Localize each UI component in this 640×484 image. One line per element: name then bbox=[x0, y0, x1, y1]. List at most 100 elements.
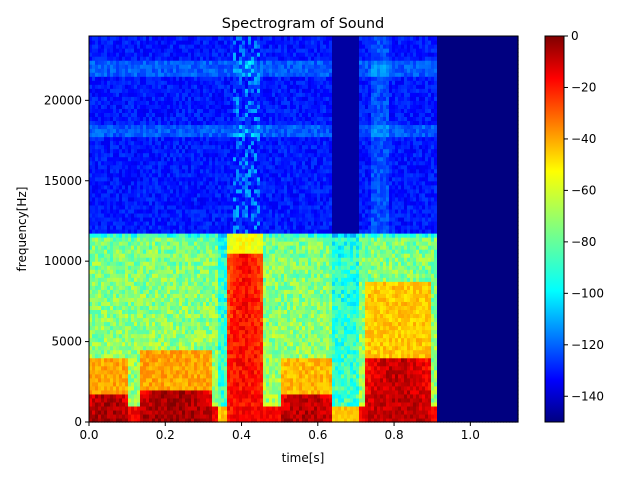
heatmap-cell bbox=[215, 80, 219, 85]
heatmap-cell bbox=[119, 216, 123, 222]
heatmap-cell bbox=[158, 297, 162, 302]
heatmap-cell bbox=[143, 353, 147, 359]
heatmap-cell bbox=[194, 293, 198, 298]
heatmap-cell bbox=[230, 188, 234, 194]
heatmap-cell bbox=[134, 212, 138, 218]
heatmap-cell bbox=[89, 241, 93, 246]
heatmap-cell bbox=[182, 124, 186, 130]
heatmap-cell bbox=[161, 100, 165, 105]
heatmap-cell bbox=[155, 329, 159, 335]
heatmap-cell bbox=[155, 289, 159, 294]
heatmap-cell bbox=[230, 148, 234, 154]
heatmap-cell bbox=[152, 377, 156, 383]
heatmap-cell bbox=[92, 176, 96, 182]
heatmap-cell bbox=[233, 293, 237, 298]
heatmap-cell bbox=[233, 164, 237, 170]
heatmap-cell bbox=[194, 345, 198, 351]
heatmap-cell bbox=[137, 357, 141, 363]
heatmap-cell bbox=[173, 176, 177, 182]
heatmap-cell bbox=[98, 317, 102, 323]
heatmap-cell bbox=[140, 229, 144, 234]
heatmap-cell bbox=[122, 208, 126, 214]
heatmap-cell bbox=[170, 261, 174, 266]
heatmap-cell bbox=[173, 285, 177, 290]
heatmap-cell bbox=[191, 212, 195, 218]
heatmap-cell bbox=[119, 196, 123, 202]
heatmap-cell bbox=[143, 229, 147, 234]
heatmap-cell bbox=[119, 192, 123, 198]
heatmap-cell bbox=[119, 68, 123, 73]
heatmap-cell bbox=[242, 100, 246, 105]
heatmap-cell bbox=[239, 245, 243, 250]
heatmap-cell bbox=[167, 333, 171, 339]
heatmap-cell bbox=[125, 313, 129, 319]
heatmap-cell bbox=[137, 349, 141, 355]
heatmap-cell bbox=[107, 365, 111, 371]
heatmap-cell bbox=[167, 124, 171, 130]
heatmap-cell bbox=[224, 261, 228, 266]
heatmap-cell bbox=[113, 168, 117, 174]
heatmap-cell bbox=[155, 48, 159, 53]
heatmap-cell bbox=[113, 128, 117, 134]
heatmap-cell bbox=[242, 48, 246, 53]
heatmap-cell bbox=[191, 88, 195, 93]
heatmap-cell bbox=[236, 116, 240, 122]
heatmap-cell bbox=[113, 301, 117, 306]
heatmap-cell bbox=[188, 321, 192, 327]
heatmap-cell bbox=[134, 365, 138, 371]
heatmap-cell bbox=[146, 116, 150, 122]
heatmap-cell bbox=[104, 369, 108, 375]
heatmap-cell bbox=[194, 56, 198, 61]
heatmap-cell bbox=[95, 345, 99, 351]
heatmap-cell bbox=[137, 112, 141, 118]
heatmap-cell bbox=[95, 241, 99, 246]
heatmap-cell bbox=[134, 52, 138, 57]
heatmap-cell bbox=[224, 184, 228, 190]
heatmap-cell bbox=[233, 192, 237, 198]
heatmap-cell bbox=[209, 373, 213, 379]
heatmap-cell bbox=[218, 361, 222, 367]
heatmap-cell bbox=[194, 309, 198, 315]
heatmap-cell bbox=[218, 160, 222, 166]
heatmap-cell bbox=[170, 160, 174, 166]
heatmap-cell bbox=[137, 224, 141, 230]
heatmap-cell bbox=[206, 281, 210, 286]
heatmap-cell bbox=[128, 84, 132, 89]
heatmap-cell bbox=[131, 176, 135, 182]
heatmap-cell bbox=[158, 216, 162, 222]
heatmap-cell bbox=[173, 104, 177, 109]
heatmap-cell bbox=[182, 253, 186, 258]
heatmap-cell bbox=[137, 289, 141, 294]
heatmap-cell bbox=[203, 220, 207, 226]
heatmap-cell bbox=[143, 249, 147, 254]
heatmap-cell bbox=[236, 321, 240, 327]
heatmap-cell bbox=[233, 76, 237, 81]
heatmap-cell bbox=[101, 253, 105, 258]
heatmap-cell bbox=[209, 357, 213, 363]
heatmap-cell bbox=[170, 293, 174, 298]
heatmap-cell bbox=[152, 192, 156, 198]
heatmap-cell bbox=[95, 305, 99, 311]
heatmap-cell bbox=[209, 108, 213, 113]
heatmap-cell bbox=[89, 261, 93, 266]
heatmap-cell bbox=[143, 164, 147, 170]
heatmap-cell bbox=[110, 96, 114, 101]
heatmap-cell bbox=[215, 148, 219, 154]
heatmap-cell bbox=[116, 261, 120, 266]
heatmap-cell bbox=[158, 152, 162, 158]
heatmap-cell bbox=[191, 301, 195, 306]
heatmap-cell bbox=[233, 36, 237, 41]
heatmap-cell bbox=[188, 124, 192, 130]
heatmap-cell bbox=[185, 144, 189, 150]
heatmap-cell bbox=[164, 156, 168, 162]
heatmap-cell bbox=[185, 88, 189, 93]
heatmap-cell bbox=[131, 273, 135, 278]
heatmap-cell bbox=[128, 148, 132, 154]
heatmap-cell bbox=[188, 184, 192, 190]
heatmap-cell bbox=[152, 108, 156, 113]
heatmap-cell bbox=[212, 148, 216, 154]
heatmap-cell bbox=[182, 220, 186, 226]
heatmap-cell bbox=[113, 108, 117, 113]
heatmap-cell bbox=[113, 212, 117, 218]
